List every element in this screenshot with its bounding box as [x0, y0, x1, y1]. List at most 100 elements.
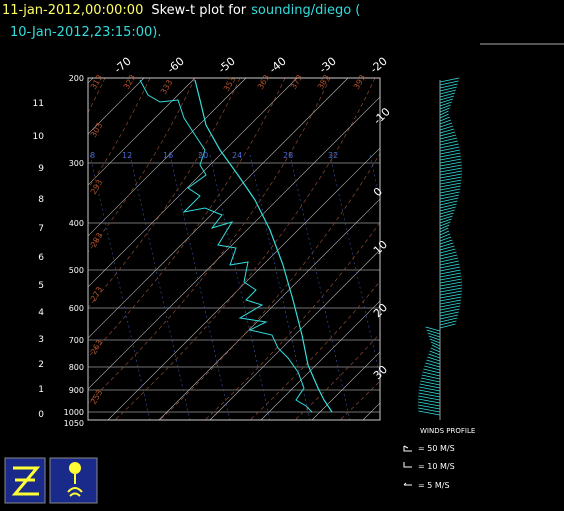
wind-barb [439, 281, 462, 287]
wind-barb [439, 287, 463, 293]
mixing-ratio-label: 16 [163, 151, 173, 160]
wind-barb [439, 77, 460, 83]
isotherm [311, 351, 380, 420]
height-label: 3 [38, 335, 44, 345]
height-label: 7 [38, 224, 44, 234]
pressure-label: 800 [69, 363, 84, 372]
mixing-ratio-label: 8 [90, 151, 95, 160]
wind-barb [439, 161, 462, 167]
plot-frame [87, 77, 381, 421]
legend-barb [403, 445, 412, 452]
wind-barb [430, 347, 441, 353]
wind-barb [427, 356, 441, 362]
wind-barb [439, 323, 456, 329]
wind-barb [439, 284, 463, 290]
wind-barb [418, 407, 441, 413]
wind-barb [439, 206, 456, 212]
wind-barb [439, 212, 454, 218]
legend-barb [403, 462, 412, 468]
wind-barb [439, 254, 458, 260]
time: 11-jan-2012,00:00:00 [2, 3, 143, 18]
wind-barb [425, 326, 441, 332]
wind-barb [439, 104, 451, 110]
wind-barb [439, 98, 454, 104]
wind-barb [418, 395, 441, 401]
mixing-ratio [129, 154, 191, 420]
isotherm [88, 96, 380, 390]
wind-barb [439, 113, 449, 119]
height-label: 11 [33, 99, 44, 109]
wind-barb [419, 383, 441, 389]
wind-barb [439, 266, 461, 272]
wind-barb [439, 164, 462, 170]
wind-barb [417, 401, 441, 407]
wind-barb [439, 209, 455, 215]
plot-lines [88, 78, 380, 420]
mixing-ratio [209, 154, 271, 420]
wind-barb [439, 293, 462, 299]
pressure-label: 200 [69, 74, 84, 83]
pressure-label: 300 [69, 159, 84, 168]
wind-barb [439, 146, 460, 152]
legend-title: WINDS PROFILE [420, 427, 475, 435]
wind-barb [439, 95, 455, 101]
wind-barb [439, 215, 453, 221]
wind-barb [430, 341, 441, 347]
wind-barb [439, 158, 462, 164]
height-label: 6 [38, 253, 44, 263]
height-label: 4 [38, 308, 44, 318]
wind-barb [439, 251, 457, 257]
pressure-label: 1000 [64, 408, 84, 417]
wind-barb [439, 197, 459, 203]
logos [4, 457, 98, 504]
wind-barb [420, 380, 441, 386]
isotherm [88, 78, 196, 186]
dewpoint-profile [139, 79, 313, 413]
pressure-label: 700 [69, 336, 84, 345]
wind-barb [439, 203, 457, 209]
wind-barb [425, 362, 441, 368]
height-label: 2 [38, 360, 44, 370]
wind-barb [420, 377, 441, 383]
wind-barb [418, 392, 441, 398]
wind-barb [424, 365, 441, 371]
wind-barb [429, 338, 441, 344]
wind-barb [439, 101, 452, 107]
height-label: 8 [38, 195, 44, 205]
wind-barb [439, 218, 452, 224]
mixing-ratio [249, 154, 311, 420]
wind-barb [421, 374, 441, 380]
plot-area [88, 78, 380, 420]
wind-barb [439, 125, 454, 131]
mixing-ratio-label: 32 [328, 151, 338, 160]
mixing-ratio-label: 28 [283, 151, 293, 160]
height-label: 10 [33, 132, 45, 142]
wind-barb [439, 233, 451, 239]
pressure-label: 900 [69, 386, 84, 395]
wind-barb [439, 248, 456, 254]
wind-barb [439, 191, 460, 197]
height-label: 0 [38, 410, 44, 420]
wind-barb [439, 179, 462, 185]
wind-barb [428, 353, 441, 359]
legend: WINDS PROFILE = 50 M/S = 10 M/S = 5 M/S [403, 427, 475, 490]
wind-barb [439, 299, 462, 305]
mixing-ratio [89, 154, 151, 420]
wind-barb [439, 320, 457, 326]
wind-barb [439, 188, 461, 194]
isotherm [88, 78, 298, 288]
dry-adiabat [88, 78, 286, 358]
wind-barb [439, 227, 449, 233]
wind-barb [439, 200, 458, 206]
wind-barb [439, 149, 461, 155]
wind-barb [439, 296, 462, 302]
wind-barb [439, 221, 451, 227]
wind-barb [439, 182, 462, 188]
height-label: 5 [38, 281, 44, 291]
dry-adiabat [114, 78, 376, 420]
wind-barb [439, 167, 463, 173]
dry-adiabat [159, 152, 380, 420]
isotherm [88, 78, 247, 237]
